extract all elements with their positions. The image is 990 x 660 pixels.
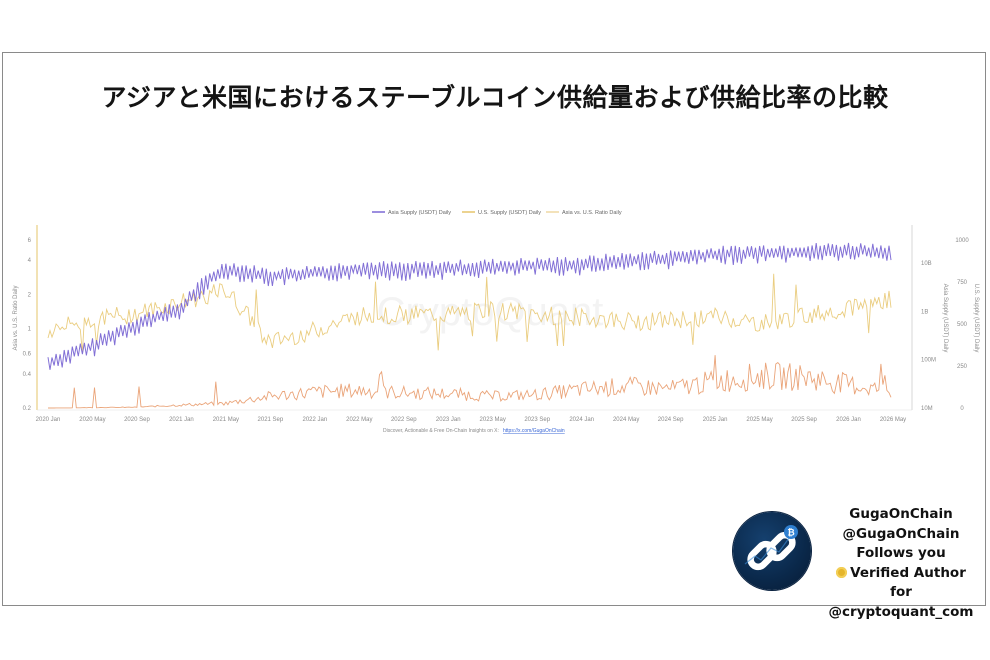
x-tick-label: 2022 May [346, 417, 372, 423]
x-tick-label: 2024 Jan [569, 417, 594, 423]
legend-label-asia: Asia Supply (USDT) Daily [388, 210, 451, 216]
right-inner-axis-ticks: 10B 1B 100M 10M [921, 261, 936, 412]
right-outer-tick-label: 750 [957, 280, 968, 286]
right-outer-axis-ticks: 1000 750 500 250 0 [955, 238, 969, 412]
left-tick-label: 6 [28, 238, 32, 244]
page-title: アジアと米国におけるステーブルコイン供給量および供給比率の比較 [101, 83, 889, 112]
bitcoin-icon [784, 525, 798, 539]
right-inner-tick-label: 100M [921, 358, 936, 364]
right-inner-axis-label: Asia Supply (USDT) Daily [942, 284, 948, 353]
chain-link-icon: ₿ [744, 525, 798, 571]
left-axis-label: Asia vs. U.S. Ratio Daily [13, 285, 19, 350]
author-org[interactable]: @cryptoquant_com [828, 603, 974, 620]
chart-frame [2, 52, 986, 606]
right-outer-tick-label: 500 [957, 322, 968, 328]
watermark: CryptoQuant [377, 290, 604, 334]
x-tick-label: 2023 May [480, 417, 506, 423]
follows-you-label: Follows you [856, 545, 946, 561]
avatar[interactable]: ₿ [733, 512, 811, 590]
x-tick-label: 2021 Sep [258, 417, 284, 423]
x-tick-label: 2023 Jan [436, 417, 461, 423]
x-tick-label: 2022 Sep [391, 417, 417, 423]
legend-label-ratio: Asia vs. U.S. Ratio Daily [562, 210, 622, 216]
legend: Asia Supply (USDT) Daily U.S. Supply (US… [372, 210, 622, 216]
x-tick-label: 2026 May [880, 417, 906, 423]
x-tick-label: 2021 May [213, 417, 239, 423]
right-inner-tick-label: 10M [921, 406, 933, 412]
x-tick-label: 2026 Jan [836, 417, 861, 423]
left-tick-label: 0.4 [23, 372, 32, 378]
x-tick-label: 2023 Sep [524, 417, 550, 423]
legend-label-us: U.S. Supply (USDT) Daily [478, 210, 541, 216]
x-tick-label: 2024 Sep [658, 417, 684, 423]
x-tick-label: 2020 Sep [124, 417, 150, 423]
author-info: GugaOnChain @GugaOnChain Follows you Ver… [826, 505, 976, 622]
left-tick-label: 2 [28, 292, 32, 298]
verified-label: Verified Author for [850, 564, 966, 601]
right-inner-tick-label: 10B [921, 261, 932, 267]
left-tick-label: 4 [28, 258, 32, 264]
right-inner-tick-label: 1B [921, 309, 928, 315]
series-line-asia-supply [47, 242, 892, 370]
svg-text:₿: ₿ [787, 528, 794, 539]
right-outer-tick-label: 1000 [955, 238, 969, 244]
right-outer-tick-label: 250 [957, 364, 968, 370]
x-tick-label: 2025 May [746, 417, 772, 423]
left-tick-label: 0.6 [23, 352, 32, 358]
x-tick-label: 2025 Sep [791, 417, 817, 423]
right-outer-axis-label: U.S. Supply (USDT) Daily [973, 284, 979, 353]
author-name[interactable]: GugaOnChain [849, 506, 953, 522]
medal-icon [836, 566, 848, 578]
x-tick-label: 2020 Jan [36, 417, 61, 423]
author-card: ₿ GugaOnChain @GugaOnChain Follows you V… [730, 505, 980, 620]
source-text: Discover, Actionable & Free On-Chain Ins… [383, 428, 499, 434]
x-tick-label: 2024 May [613, 417, 639, 423]
x-tick-label: 2021 Jan [169, 417, 194, 423]
source-link[interactable]: https://x.com/GugaOnChain [503, 428, 565, 434]
series-line-us-supply [48, 355, 892, 409]
author-handle[interactable]: @GugaOnChain [842, 525, 960, 542]
right-outer-tick-label: 0 [960, 406, 964, 412]
left-tick-label: 1 [28, 327, 32, 333]
left-tick-label: 0.2 [23, 406, 32, 412]
x-tick-label: 2020 May [79, 417, 105, 423]
verified-line: Verified Author for [826, 564, 976, 603]
x-tick-label: 2022 Jan [302, 417, 327, 423]
x-axis-ticks: 2020 Jan 2020 May 2020 Sep 2021 Jan 2021 May… [36, 417, 907, 423]
x-tick-label: 2025 Jan [703, 417, 728, 423]
left-axis-ticks: 6 4 2 1 0.6 0.4 0.2 [23, 238, 32, 412]
